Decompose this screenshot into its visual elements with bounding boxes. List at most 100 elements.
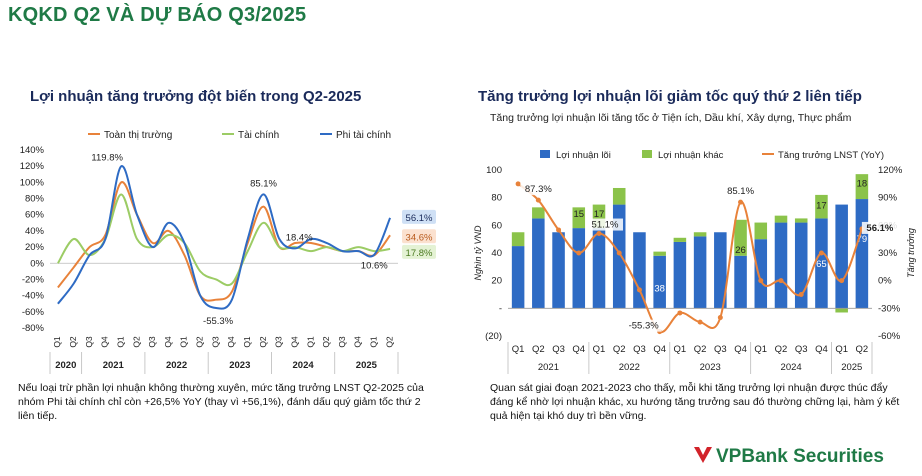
bar-other bbox=[794, 218, 808, 223]
line-label-bg bbox=[625, 319, 662, 332]
y-tick-label: - bbox=[499, 303, 502, 314]
chart-subtitle-right: Tăng trưởng lợi nhuận lõi tăng tốc ở Tiệ… bbox=[490, 112, 852, 124]
x-year-label: 2025 bbox=[841, 362, 862, 373]
bar-label: 15 bbox=[573, 209, 584, 220]
x-tick-quarter: Q1 bbox=[305, 336, 315, 348]
chart-title-left: Lợi nhuận tăng trưởng đột biến trong Q2-… bbox=[30, 88, 362, 105]
data-label: 10.6% bbox=[361, 261, 388, 272]
y-tick-label: 100% bbox=[20, 177, 45, 188]
bar-other bbox=[835, 308, 848, 313]
growth-point bbox=[677, 310, 683, 316]
line-label: 56.1% bbox=[866, 223, 893, 234]
y-tick-label: 60% bbox=[25, 210, 45, 221]
y-tick-label: 60 bbox=[491, 220, 502, 231]
y-tick-label: 40 bbox=[491, 248, 502, 259]
x-tick-quarter: Q4 bbox=[163, 336, 173, 348]
data-label: -55.3% bbox=[203, 316, 234, 327]
brand-name: VPBank Securities bbox=[716, 446, 884, 467]
y2-axis-label: Tăng trưởng bbox=[906, 228, 916, 278]
x-year-label: 2021 bbox=[103, 360, 125, 371]
y-tick-label: 20 bbox=[491, 276, 502, 287]
note-right: Quan sát giai đoạn 2021-2023 cho thấy, m… bbox=[490, 382, 900, 422]
x-year-label: 2024 bbox=[781, 362, 802, 373]
y2-tick-label: 0% bbox=[878, 276, 892, 287]
x-year-label: 2023 bbox=[229, 360, 250, 371]
x-tick-quarter: Q2 bbox=[68, 336, 78, 348]
x-tick-quarter: Q4 bbox=[100, 336, 110, 348]
x-tick-quarter: Q1 bbox=[754, 344, 767, 355]
x-tick-quarter: Q1 bbox=[242, 336, 252, 348]
x-tick-quarter: Q1 bbox=[593, 344, 606, 355]
x-tick-quarter: Q1 bbox=[835, 344, 848, 355]
growth-point bbox=[717, 315, 723, 321]
x-tick-quarter: Q2 bbox=[694, 344, 707, 355]
bar-core bbox=[511, 246, 525, 309]
x-tick-quarter: Q2 bbox=[131, 336, 141, 348]
y-tick-label: -80% bbox=[22, 323, 45, 334]
end-label-box bbox=[402, 229, 436, 244]
y-tick-label: -60% bbox=[22, 307, 45, 318]
bar-other bbox=[572, 207, 586, 229]
legend-label: Phi tài chính bbox=[336, 130, 391, 141]
bar-core bbox=[592, 228, 606, 309]
bar-other bbox=[754, 222, 768, 240]
series-line-2 bbox=[57, 165, 392, 310]
y-tick-label: -20% bbox=[22, 274, 45, 285]
bar-core bbox=[532, 218, 545, 309]
legend-label: Tài chính bbox=[238, 130, 279, 141]
line-label-bg bbox=[520, 183, 557, 196]
line-label-bg bbox=[587, 218, 623, 231]
bar-other bbox=[653, 251, 666, 256]
data-label: 119.8% bbox=[91, 152, 123, 163]
growth-point bbox=[616, 250, 622, 256]
x-tick-quarter: Q2 bbox=[258, 336, 268, 348]
end-label: 34.6% bbox=[406, 232, 433, 243]
growth-point bbox=[798, 292, 804, 297]
bar-other bbox=[855, 174, 869, 200]
x-tick-quarter: Q1 bbox=[369, 336, 379, 348]
bar-core bbox=[714, 232, 727, 309]
x-tick-quarter: Q1 bbox=[512, 344, 525, 355]
y-tick-label: 140% bbox=[20, 145, 45, 156]
line-label: 87.3% bbox=[525, 184, 552, 195]
legend-label: Lợi nhuận lõi bbox=[556, 150, 611, 161]
x-tick-quarter: Q3 bbox=[147, 336, 157, 348]
growth-point bbox=[556, 227, 562, 233]
x-tick-quarter: Q3 bbox=[337, 336, 347, 348]
y-tick-label: 40% bbox=[25, 226, 45, 237]
legend-label: Tăng trưởng LNST (YoY) bbox=[778, 150, 884, 161]
growth-point bbox=[596, 231, 602, 237]
x-year-label: 2024 bbox=[293, 360, 315, 371]
x-tick-quarter: Q3 bbox=[84, 336, 94, 348]
legend-swatch bbox=[642, 150, 652, 158]
bar-label: 17 bbox=[594, 209, 605, 220]
y-tick-label: 120% bbox=[20, 161, 45, 172]
end-label: 17.8% bbox=[406, 248, 433, 259]
growth-point bbox=[636, 287, 642, 293]
x-year-label: 2022 bbox=[619, 362, 640, 373]
bar-label: 17 bbox=[816, 201, 827, 212]
bar-other bbox=[673, 237, 687, 242]
bar-core bbox=[774, 222, 788, 309]
bar-core bbox=[552, 232, 565, 309]
x-tick-quarter: Q2 bbox=[856, 344, 869, 355]
y-tick-label: 0% bbox=[30, 258, 44, 269]
growth-point bbox=[778, 278, 784, 284]
x-tick-quarter: Q1 bbox=[52, 336, 62, 348]
y2-tick-label: -60% bbox=[878, 331, 901, 342]
y-tick-label: 80 bbox=[491, 193, 502, 204]
x-tick-quarter: Q1 bbox=[674, 344, 687, 355]
note-left: Nếu loại trừ phần lợi nhuận không thường… bbox=[18, 382, 424, 422]
bar-core bbox=[794, 222, 808, 309]
bar-core bbox=[572, 228, 586, 309]
x-tick-quarter: Q3 bbox=[210, 336, 220, 348]
line-label-bg bbox=[722, 185, 759, 198]
x-tick-quarter: Q4 bbox=[289, 336, 299, 348]
x-tick-quarter: Q1 bbox=[115, 336, 125, 348]
bar-other bbox=[774, 215, 788, 223]
y2-tick-label: 30% bbox=[878, 248, 898, 259]
x-year-label: 2020 bbox=[55, 360, 76, 371]
y-tick-label: 100 bbox=[486, 165, 502, 176]
y-axis-label: Nghìn tỷ VND bbox=[473, 225, 483, 281]
y2-tick-label: 90% bbox=[878, 193, 898, 204]
